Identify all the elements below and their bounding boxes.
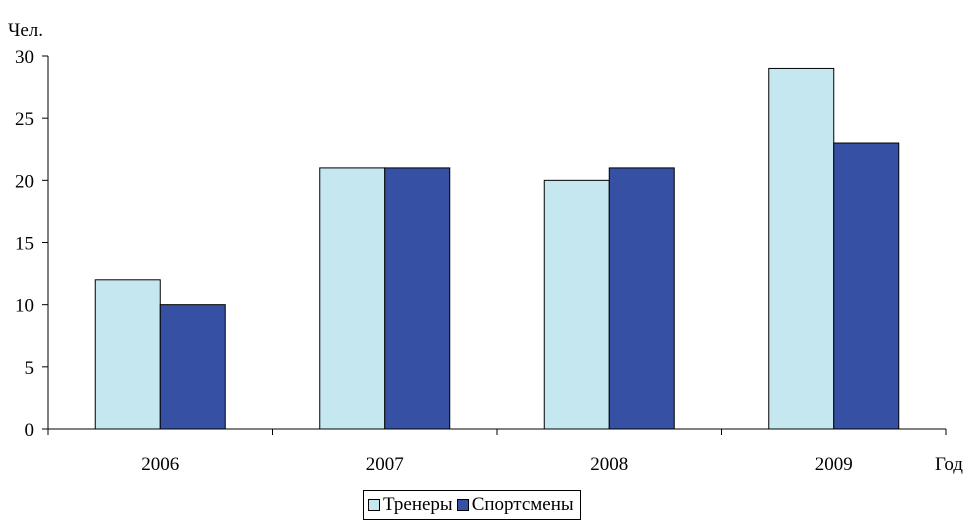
bar-trainers-2008 <box>543 179 610 430</box>
legend-label: Тренеры <box>383 494 453 515</box>
x-tick-label: 2009 <box>815 454 853 475</box>
legend-swatch <box>368 499 380 511</box>
x-tick-label: 2007 <box>366 454 404 475</box>
y-tick-label: 10 <box>15 296 34 317</box>
y-axis: 0 5 10 15 20 25 30 <box>15 47 49 441</box>
y-tick-label: 5 <box>25 358 35 379</box>
x-tick-label: 2008 <box>590 454 628 475</box>
legend-swatch <box>456 499 469 511</box>
bar-trainers-2007 <box>319 167 386 430</box>
y-tick-label: 25 <box>15 109 34 130</box>
bars <box>94 67 900 430</box>
bar-athletes-2006 <box>159 304 226 430</box>
bar-athletes-2008 <box>608 167 675 430</box>
bar-trainers-2006 <box>94 279 161 430</box>
y-axis-label: Чел. <box>8 20 43 41</box>
y-tick-label: 15 <box>15 234 34 255</box>
legend: Тренеры Спортсмены <box>363 490 581 520</box>
y-tick-label: 20 <box>15 171 34 192</box>
y-tick-label: 0 <box>25 420 35 441</box>
x-tick-label: 2006 <box>141 454 179 475</box>
legend-label: Спортсмены <box>471 494 574 515</box>
y-tick-label: 30 <box>15 47 34 68</box>
bar-athletes-2009 <box>833 142 900 430</box>
x-axis-label: Год <box>935 454 963 475</box>
legend-item: Спортсмены <box>456 494 574 516</box>
legend-item: Тренеры <box>368 494 453 516</box>
bar-athletes-2007 <box>384 167 451 430</box>
x-axis: 2006 2007 2008 2009 <box>47 428 947 475</box>
bar-trainers-2009 <box>768 67 835 430</box>
